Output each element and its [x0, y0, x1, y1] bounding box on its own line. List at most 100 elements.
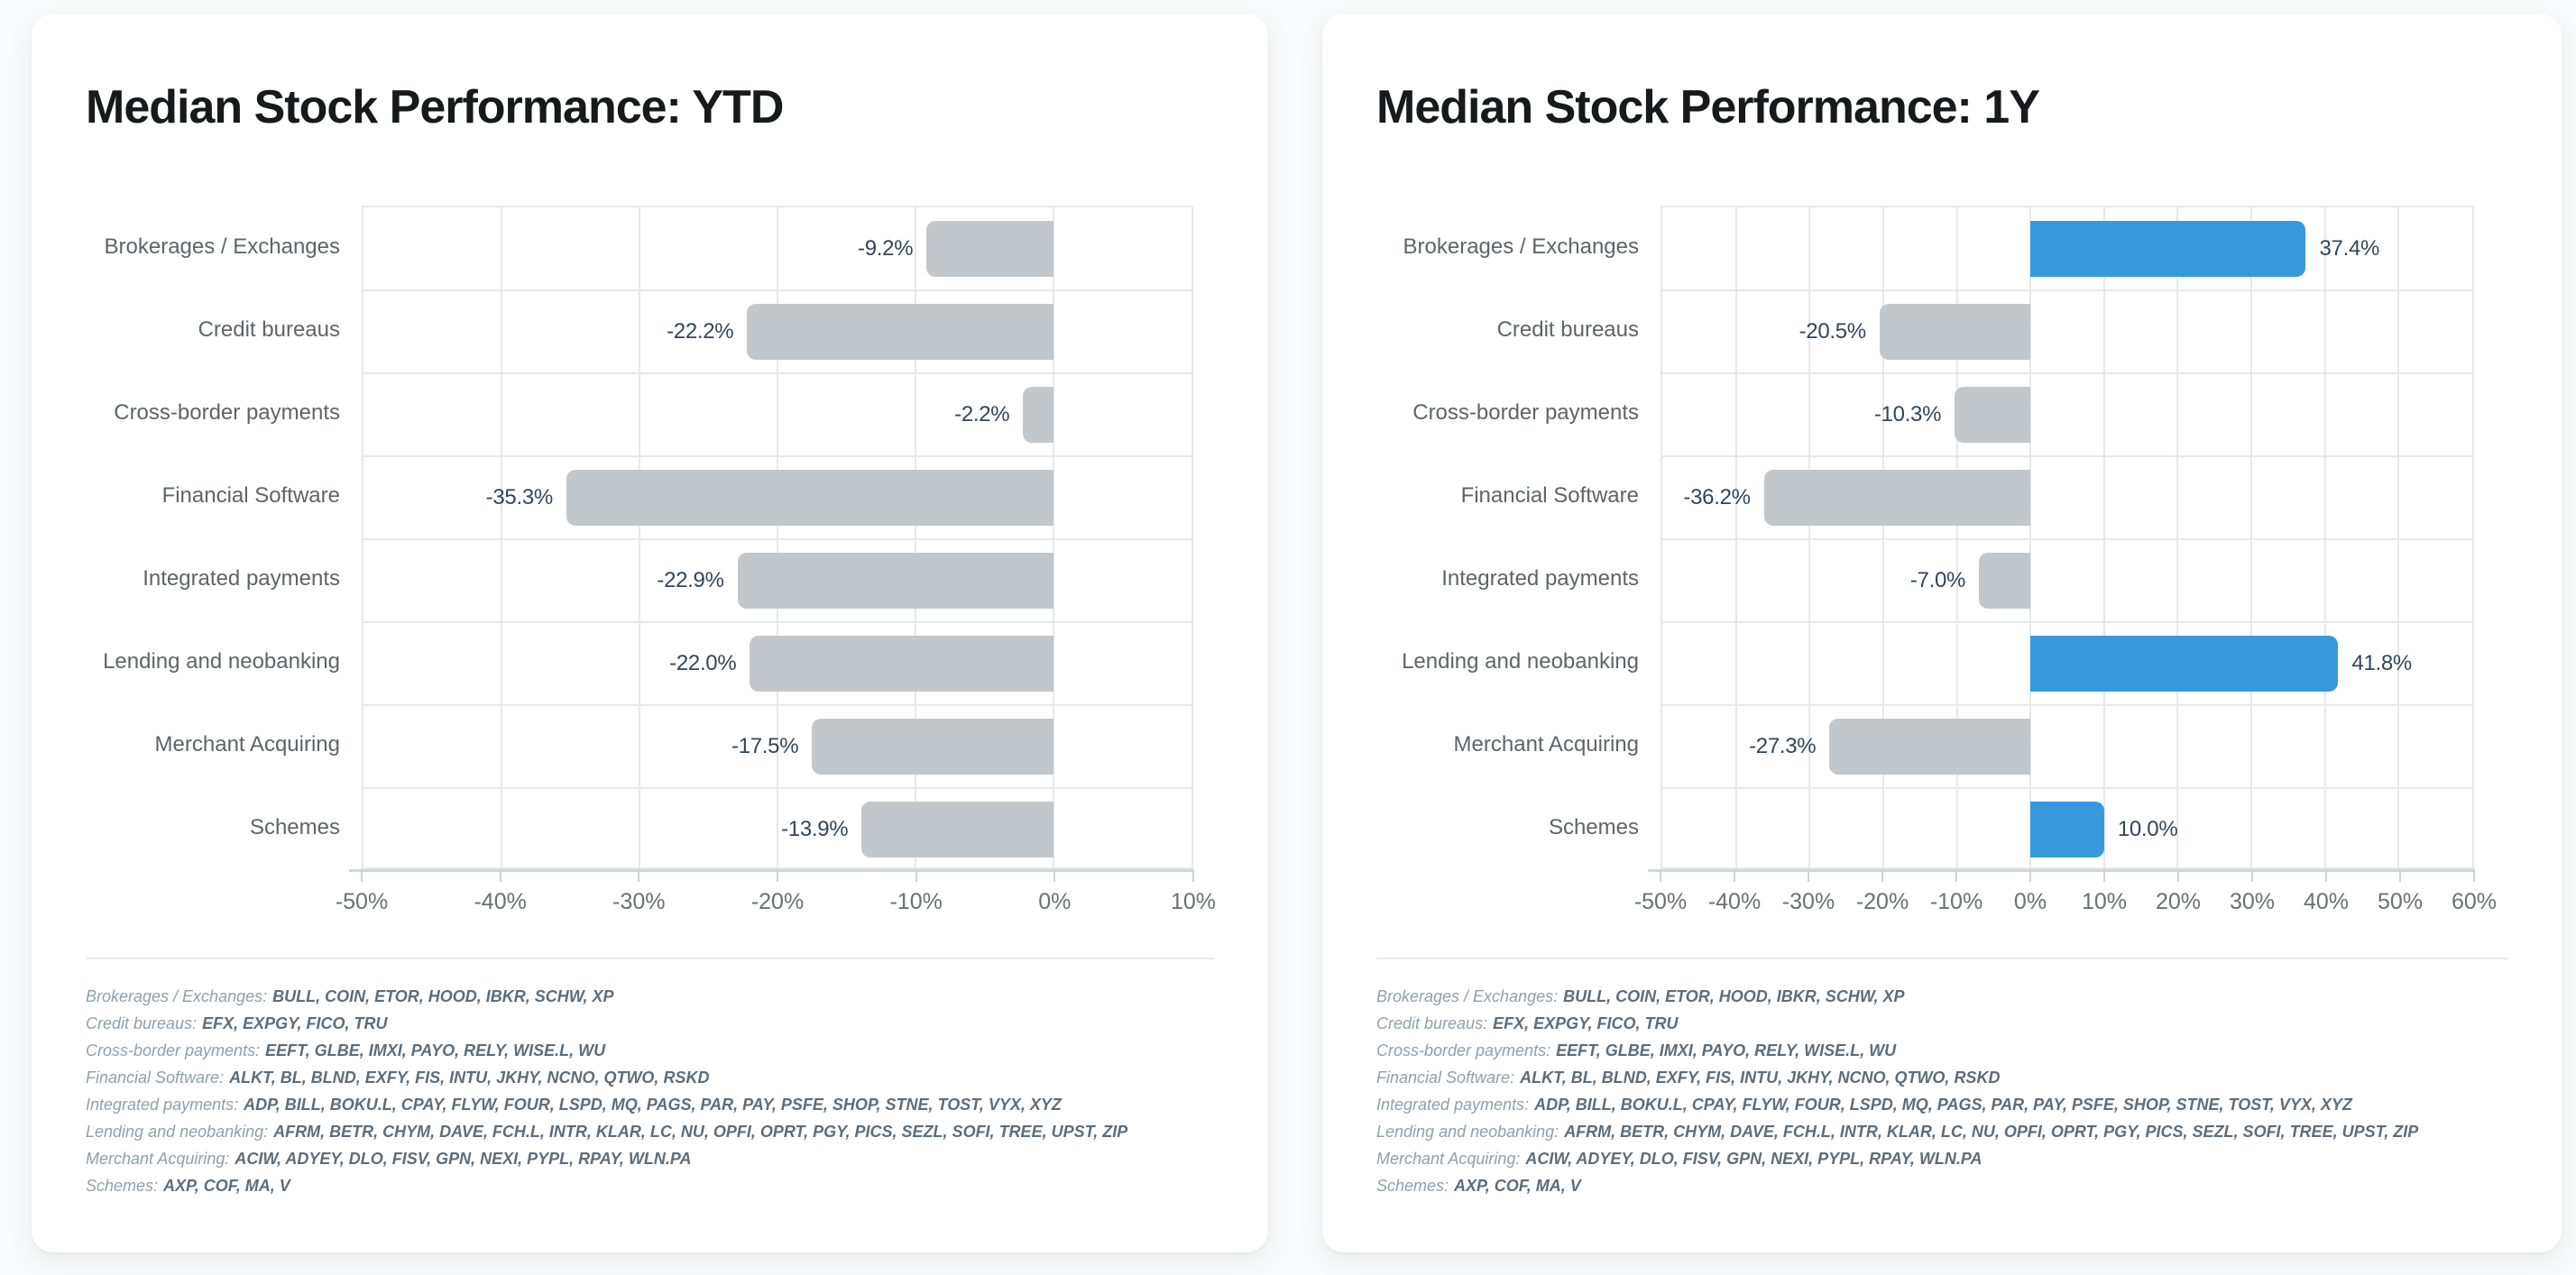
gridline-vertical: [2029, 207, 2032, 867]
chart-title-ytd: Median Stock Performance: YTD: [86, 81, 784, 133]
footnote-line-cross-border-payments: Cross-border payments: EEFT, GLBE, IMXI, …: [1376, 1037, 2507, 1064]
bar-lending-and-neobanking[interactable]: [2030, 636, 2339, 692]
category-label-merchant-acquiring: Merchant Acquiring: [154, 732, 340, 757]
value-label: -9.2%: [858, 236, 914, 261]
footnote-line-credit-bureaus: Credit bureaus: EFX, EXPGY, FICO, TRU: [1376, 1010, 2507, 1037]
axis-tick-label: 50%: [2377, 889, 2424, 914]
category-label-cross-border-payments: Cross-border payments: [114, 400, 340, 425]
footnote-sector-label: Brokerages / Exchanges:: [86, 986, 268, 1005]
axis-tick-label: -40%: [1707, 889, 1762, 914]
value-label: -2.2%: [954, 402, 1010, 427]
axis-tick: [1734, 869, 1735, 882]
gridline-horizontal: [1662, 289, 2472, 291]
gridline-vertical: [1808, 207, 1811, 867]
axis-tick-label: -50%: [335, 889, 389, 914]
gridline-horizontal: [363, 621, 1191, 623]
bar-schemes[interactable]: [861, 802, 1053, 858]
axis-tick: [2029, 869, 2031, 882]
axis-tick-label: -20%: [750, 889, 805, 914]
gridline-horizontal: [363, 538, 1191, 540]
axis-tick-label: 40%: [2303, 889, 2350, 914]
one-year-bar-chart: Brokerages / Exchanges Credit bureaus Cros…: [1376, 206, 2507, 923]
category-label-lending-and-neobanking: Lending and neobanking: [103, 649, 340, 674]
divider: [86, 958, 1214, 959]
value-label: -20.5%: [1799, 319, 1867, 344]
footnote-sector-label: Cross-border payments:: [86, 1041, 261, 1059]
footnote-tickers: BULL, COIN, ETOR, HOOD, IBKR, SCHW, XP: [1563, 986, 1905, 1005]
divider: [1376, 958, 2507, 959]
footnote-line-integrated-payments: Integrated payments: ADP, BILL, BOKU.L, C…: [1376, 1091, 2507, 1118]
axis-tick-label: -30%: [1781, 889, 1835, 914]
value-label: -22.9%: [657, 568, 724, 592]
value-label: -22.2%: [667, 319, 734, 344]
category-label-lending-and-neobanking: Lending and neobanking: [1402, 649, 1639, 674]
axis-tick-label: -10%: [1929, 889, 1983, 914]
category-label-merchant-acquiring: Merchant Acquiring: [1453, 732, 1639, 757]
plot-area: -9.2% -22.2% -2.2% -35.3% -22.9% -22.0% -17.5%…: [362, 206, 1193, 869]
gridline-horizontal: [363, 704, 1191, 706]
bar-merchant-acquiring[interactable]: [1829, 719, 2031, 775]
footnote-line-merchant-acquiring: Merchant Acquiring: ACIW, ADYEY, DLO, FIS…: [1376, 1145, 2507, 1172]
x-axis-line: [1648, 869, 2474, 872]
one-year-performance-card: Median Stock Performance: 1Y Brokerages …: [1322, 14, 2562, 1252]
footnote-tickers: EEFT, GLBE, IMXI, PAYO, RELY, WISE.L, WU: [265, 1041, 606, 1059]
footnote-line-financial-software: Financial Software: ALKT, BL, BLND, EXFY,…: [86, 1064, 1214, 1091]
footnote-line-lending-and-neobanking: Lending and neobanking: AFRM, BETR, CHYM,…: [86, 1118, 1214, 1145]
value-label: -22.0%: [669, 651, 737, 675]
x-axis: -50% -40% -30% -20% -10% 0% 10% 20% 30% 40% 50% 60%: [1634, 869, 2497, 923]
value-label: 37.4%: [2319, 236, 2380, 261]
axis-tick: [361, 869, 363, 882]
bar-cross-border-payments[interactable]: [1023, 387, 1053, 443]
gridline-vertical: [1053, 207, 1054, 867]
footnote-tickers: ALKT, BL, BLND, EXFY, FIS, INTU, JKHY, N…: [1520, 1068, 2001, 1087]
footnote-tickers: ACIW, ADYEY, DLO, FISV, GPN, NEXI, PYPL,…: [235, 1149, 692, 1168]
x-axis: -50% -40% -30% -20% -10% 0% 10%: [336, 869, 1216, 923]
footnote-sector-label: Cross-border payments:: [1376, 1041, 1551, 1059]
bar-lending-and-neobanking[interactable]: [750, 636, 1053, 692]
bar-brokerages-exchanges[interactable]: [926, 221, 1053, 277]
bar-financial-software[interactable]: [566, 470, 1053, 526]
ytd-bar-chart: Brokerages / Exchanges Credit bureaus Cros…: [86, 206, 1216, 923]
bar-integrated-payments[interactable]: [1979, 553, 2031, 609]
footnote-tickers: ADP, BILL, BOKU.L, CPAY, FLYW, FOUR, LSP…: [244, 1095, 1062, 1114]
bar-schemes[interactable]: [2030, 802, 2104, 858]
bar-cross-border-payments[interactable]: [1955, 387, 2031, 443]
plot-wrap: -9.2% -22.2% -2.2% -35.3% -22.9% -22.0% -17.5%…: [336, 206, 1216, 923]
bar-brokerages-exchanges[interactable]: [2030, 221, 2306, 277]
axis-tick: [2177, 869, 2179, 882]
gridline-horizontal: [1662, 372, 2472, 374]
footnote-line-brokerages-exchanges: Brokerages / Exchanges: BULL, COIN, ETOR,…: [86, 983, 1214, 1010]
gridline-horizontal: [1662, 455, 2472, 457]
bar-integrated-payments[interactable]: [737, 553, 1053, 609]
footnote-sector-label: Merchant Acquiring:: [86, 1149, 230, 1168]
gridline-vertical: [1955, 207, 1958, 867]
axis-tick-label: 0%: [1038, 889, 1072, 914]
footnote-tickers: EFX, EXPGY, FICO, TRU: [1493, 1014, 1679, 1032]
gridline-vertical: [2176, 207, 2179, 867]
footnote-line-schemes: Schemes: AXP, COF, MA, V: [1376, 1172, 2507, 1199]
axis-tick: [1053, 869, 1056, 882]
footnote-line-brokerages-exchanges: Brokerages / Exchanges: BULL, COIN, ETOR,…: [1376, 983, 2507, 1010]
value-label: -36.2%: [1683, 485, 1751, 509]
footnote-line-lending-and-neobanking: Lending and neobanking: AFRM, BETR, CHYM,…: [1376, 1118, 2507, 1145]
footnote-line-merchant-acquiring: Merchant Acquiring: ACIW, ADYEY, DLO, FIS…: [86, 1145, 1214, 1172]
value-label: -17.5%: [731, 734, 799, 758]
gridline-horizontal: [1662, 704, 2472, 706]
plot-wrap: 37.4% -20.5% -10.3% -36.2% -7.0% 41.8% -27.3% 1…: [1634, 206, 2497, 923]
value-label: 41.8%: [2351, 651, 2412, 675]
footnote-tickers: ACIW, ADYEY, DLO, FISV, GPN, NEXI, PYPL,…: [1525, 1149, 1983, 1168]
gridline-horizontal: [1662, 787, 2472, 789]
bar-credit-bureaus[interactable]: [1879, 304, 2031, 360]
bar-merchant-acquiring[interactable]: [812, 719, 1053, 775]
bar-financial-software[interactable]: [1763, 470, 2031, 526]
axis-tick: [2473, 869, 2475, 882]
category-label-integrated-payments: Integrated payments: [143, 566, 340, 591]
bar-credit-bureaus[interactable]: [747, 304, 1053, 360]
category-label-financial-software: Financial Software: [161, 483, 340, 508]
gridline-horizontal: [363, 787, 1191, 789]
axis-tick-label: 0%: [2013, 889, 2047, 914]
axis-tick-label: -20%: [1855, 889, 1909, 914]
footnote-sector-label: Integrated payments:: [86, 1095, 239, 1114]
footnote-line-schemes: Schemes: AXP, COF, MA, V: [86, 1172, 1214, 1199]
